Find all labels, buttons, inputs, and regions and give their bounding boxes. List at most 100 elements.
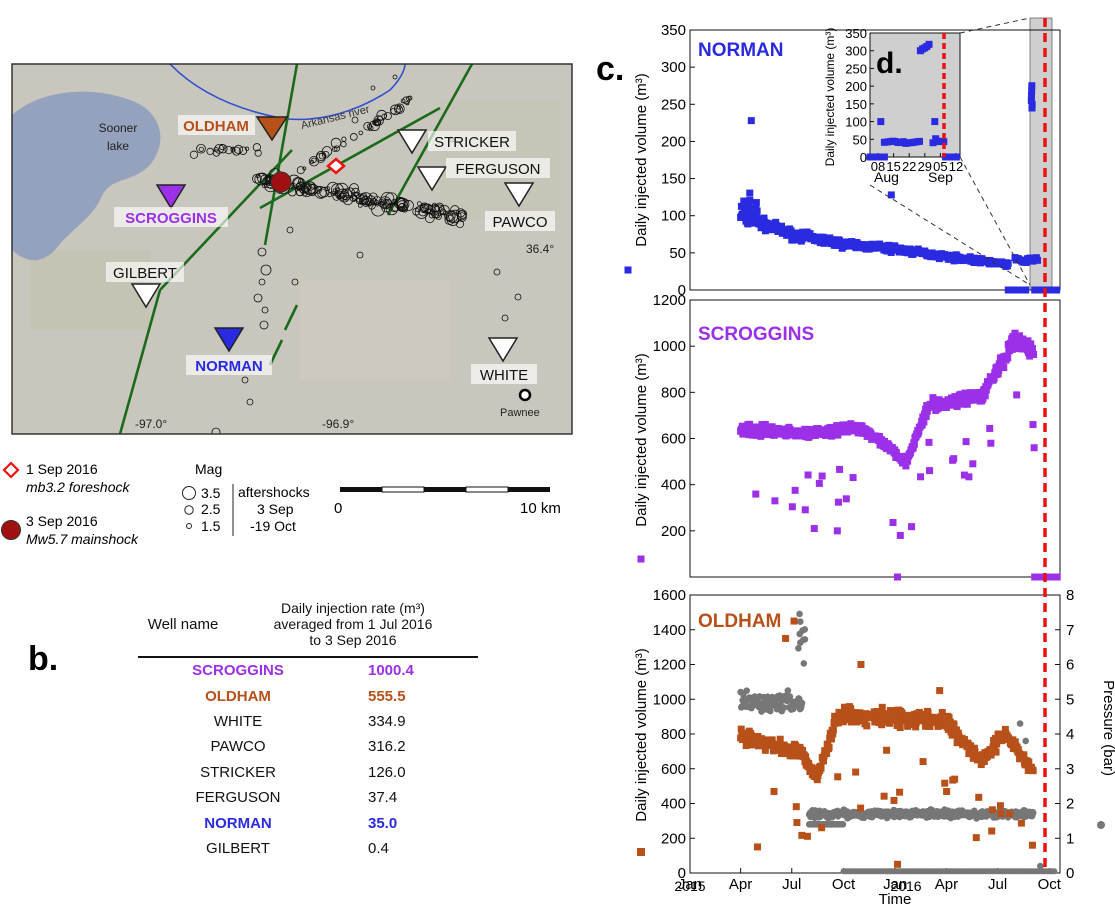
norman-point <box>746 189 754 197</box>
aftershock-circle <box>457 212 467 222</box>
norman-point <box>744 200 752 208</box>
table-cell-rate: 126.0 <box>368 763 406 781</box>
pressure-point <box>796 630 803 638</box>
inset-point <box>870 153 878 161</box>
oldham-point <box>829 726 837 734</box>
inset-x-tick-label: 05 <box>933 159 947 174</box>
scale-seg <box>465 486 509 493</box>
oldham-point <box>936 687 944 695</box>
oldham-point <box>997 810 1005 818</box>
scroggins-point <box>761 420 769 428</box>
aftershock-circle <box>206 147 214 156</box>
oldham-point <box>878 721 886 729</box>
inset-x-tick-label: 15 <box>886 159 900 174</box>
pressure-point <box>798 699 806 707</box>
right-tick-label: 3 <box>1066 761 1074 778</box>
scroggins-point <box>818 472 826 480</box>
aftershock-circle <box>311 157 317 163</box>
scroggins-point <box>1053 573 1061 581</box>
y-tick-label: 200 <box>661 830 686 847</box>
aftershock-circle <box>414 205 429 219</box>
scroggins-point <box>834 431 842 439</box>
aftershock-circle <box>317 188 327 198</box>
table-cell-well: NORMAN <box>204 814 272 832</box>
table-cell-well: PAWCO <box>210 738 266 756</box>
table-header-rate: Daily injection rate (m³) averaged from … <box>228 600 478 648</box>
oldham-point <box>847 705 855 713</box>
oldham-ylabel: Daily injected volume (m³) <box>633 648 650 821</box>
oldham-right-ticks: 0 1 2 3 4 5 6 7 8 <box>1055 587 1074 882</box>
lat-label: 36.4° <box>526 242 554 256</box>
oldham-point <box>894 715 902 723</box>
oldham-point <box>886 719 894 727</box>
pressure-point <box>797 639 804 646</box>
scroggins-point <box>962 438 970 446</box>
oldham-point <box>880 792 888 800</box>
inset-point <box>925 40 933 48</box>
norman-point <box>747 117 755 125</box>
aftershock-circle <box>405 101 410 106</box>
norman-point <box>744 220 752 228</box>
table-cell-rate: 35.0 <box>368 814 398 832</box>
legend-aftershock-line3: -19 Oct <box>250 518 296 534</box>
norman-shaded-window <box>1029 17 1053 291</box>
aftershock-circle <box>396 197 410 211</box>
oldham-point <box>988 827 996 835</box>
pressure-ylabel-dot <box>1097 821 1105 829</box>
aftershock-circle <box>196 143 206 154</box>
aftershock-circle <box>261 306 269 314</box>
inset-connector <box>959 156 1031 286</box>
oldham-point <box>992 748 1000 756</box>
legend-mag-35 <box>182 486 196 500</box>
aftershock-circle <box>292 176 305 190</box>
oldham-point <box>1025 758 1033 766</box>
scroggins-point <box>902 462 910 470</box>
scroggins-point <box>920 418 928 426</box>
inset-point <box>952 153 960 161</box>
y-tick-label: 350 <box>661 22 686 39</box>
scroggins-point <box>1026 352 1034 360</box>
norman-point <box>1027 91 1035 99</box>
norman-point <box>1027 97 1035 105</box>
aftershock-circle <box>333 145 341 152</box>
oldham-point <box>792 803 800 811</box>
aftershock-circle <box>260 264 272 276</box>
aftershock-circle <box>407 95 413 101</box>
inset-ylabel: Daily injected volume (m³) <box>823 28 837 167</box>
table-row: SCROGGINS 1000.4 <box>138 658 478 683</box>
well-norman-label: NORMAN <box>195 358 263 375</box>
scroggins-point <box>771 497 779 505</box>
table-header-rate-line3: to 3 Sep 2016 <box>309 632 397 648</box>
aftershock-circle <box>372 118 381 127</box>
legend-foreshock-date: 1 Sep 2016 <box>26 461 98 477</box>
aftershock-circle <box>298 178 303 184</box>
oldham-point <box>790 617 798 625</box>
y-tick-label: 400 <box>661 796 686 813</box>
scroggins-ylabel-square <box>637 555 645 563</box>
lake-label-2: lake <box>107 139 129 153</box>
inset-y-ticks: 0 50 100 150 200 250 300 350 <box>845 26 874 165</box>
oldham-point <box>770 787 778 795</box>
scroggins-point <box>1029 421 1037 429</box>
scroggins-point <box>981 392 989 400</box>
aftershock-circle <box>307 184 313 190</box>
aftershock-circle <box>442 210 448 216</box>
oldham-point <box>896 724 904 732</box>
table-row: OLDHAM 555.5 <box>138 683 478 708</box>
legend-mainshock-date: 3 Sep 2016 <box>26 513 98 529</box>
aftershock-circle <box>252 143 261 152</box>
aftershock-circle <box>455 219 465 229</box>
aftershock-circle <box>349 133 358 141</box>
pressure-point <box>795 644 802 652</box>
scroggins-ylabel: Daily injected volume (m³) <box>633 353 650 526</box>
y-tick-label: 1200 <box>653 292 686 309</box>
oldham-point <box>996 802 1004 810</box>
table-row: FERGUSON 37.4 <box>138 785 478 810</box>
scroggins-point <box>925 438 933 446</box>
well-stricker-marker <box>396 129 428 155</box>
scroggins-point <box>896 531 904 539</box>
inset-point <box>929 139 937 147</box>
legend-foreshock-mag: mb3.2 foreshock <box>26 479 130 495</box>
sooner-lake <box>12 91 161 261</box>
